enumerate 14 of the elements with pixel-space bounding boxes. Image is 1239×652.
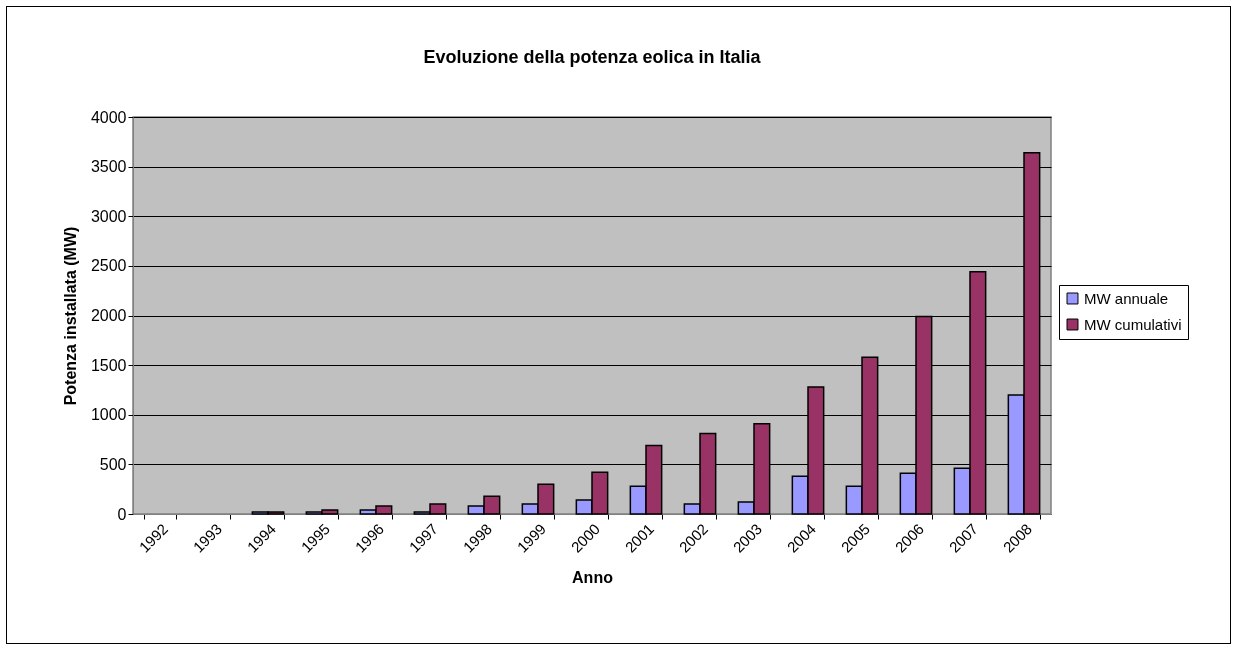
y-tick-label: 500 — [99, 455, 127, 473]
chart-title: Evoluzione della potenza eolica in Italia — [423, 47, 762, 67]
y-tick-label: 3000 — [90, 207, 127, 225]
x-axis-title: Anno — [572, 568, 614, 586]
y-tick-label: 2000 — [90, 307, 127, 324]
legend-label: MW cumulativi — [1084, 315, 1182, 333]
y-tick-label: 0 — [117, 505, 127, 523]
y-tick-label: 2500 — [90, 257, 127, 275]
legend-label: MW annuale — [1084, 289, 1169, 307]
y-axis-title: Potenza installata (MW) — [61, 226, 79, 406]
y-tick-label: 3500 — [90, 158, 127, 176]
y-tick-label: 4000 — [90, 108, 127, 126]
y-tick-label: 1500 — [90, 356, 127, 374]
y-tick-label: 1000 — [90, 406, 127, 424]
